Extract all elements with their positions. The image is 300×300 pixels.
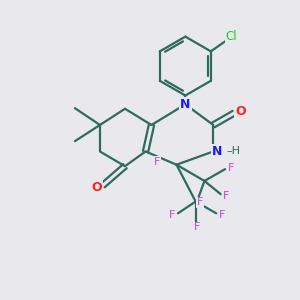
Text: F: F xyxy=(154,158,161,167)
Text: F: F xyxy=(228,163,234,173)
Text: F: F xyxy=(224,190,230,201)
Text: N: N xyxy=(180,98,190,111)
Text: N: N xyxy=(212,145,222,158)
Text: –H: –H xyxy=(226,146,240,157)
Text: F: F xyxy=(194,222,200,233)
Text: F: F xyxy=(219,210,225,220)
Text: Cl: Cl xyxy=(226,30,237,43)
Text: F: F xyxy=(197,197,203,207)
Text: O: O xyxy=(92,181,102,194)
Text: F: F xyxy=(169,210,175,220)
Text: O: O xyxy=(235,105,246,118)
